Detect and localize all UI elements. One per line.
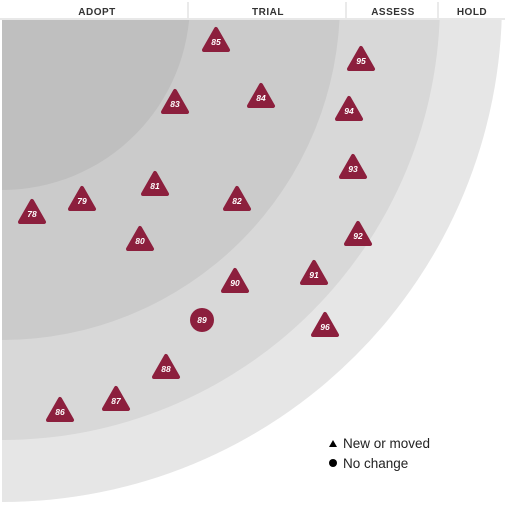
triangle-legend-icon: [329, 440, 337, 447]
blip-83[interactable]: 83: [161, 89, 189, 114]
blip-number: 79: [77, 196, 87, 206]
blip-85[interactable]: 85: [202, 27, 230, 52]
blip-91[interactable]: 91: [300, 260, 328, 285]
ring-adopt: [2, 2, 190, 190]
blip-number: 94: [344, 106, 354, 116]
triangle-blip-icon: [221, 268, 249, 293]
blip-90[interactable]: 90: [221, 268, 249, 293]
triangle-blip-icon: [46, 397, 74, 422]
blip-95[interactable]: 95: [347, 46, 375, 71]
blip-86[interactable]: 86: [46, 397, 74, 422]
ring-label-assess: ASSESS: [371, 7, 415, 18]
triangle-blip-icon: [223, 186, 251, 211]
blip-number: 81: [150, 181, 160, 191]
blip-number: 84: [256, 93, 266, 103]
blip-number: 93: [348, 164, 358, 174]
circle-blip-icon: [190, 308, 214, 332]
triangle-blip-icon: [102, 386, 130, 411]
blip-number: 91: [309, 270, 319, 280]
blip-number: 87: [111, 396, 122, 406]
triangle-blip-icon: [339, 154, 367, 179]
ring-label-hold: HOLD: [457, 7, 487, 18]
blip-81[interactable]: 81: [141, 171, 169, 196]
triangle-blip-icon: [344, 221, 372, 246]
blip-number: 88: [161, 364, 171, 374]
blip-82[interactable]: 82: [223, 186, 251, 211]
legend: New or moved No change: [329, 436, 430, 471]
blip-number: 95: [356, 56, 366, 66]
ring-label-band-border: [0, 18, 505, 20]
blip-79[interactable]: 79: [68, 186, 96, 211]
circle-legend-icon: [329, 459, 337, 467]
blip-number: 92: [353, 231, 363, 241]
ring-areas: [2, 2, 502, 502]
blip-93[interactable]: 93: [339, 154, 367, 179]
blip-94[interactable]: 94: [335, 96, 363, 121]
blip-number: 86: [55, 407, 65, 417]
triangle-blip-icon: [300, 260, 328, 285]
blip-92[interactable]: 92: [344, 221, 372, 246]
blip-number: 89: [197, 315, 207, 325]
triangle-blip-icon: [141, 171, 169, 196]
triangle-blip-icon: [247, 83, 275, 108]
triangle-blip-icon: [18, 199, 46, 224]
blip-80[interactable]: 80: [126, 226, 154, 251]
legend-no-change: No change: [343, 456, 408, 471]
blip-87[interactable]: 87: [102, 386, 130, 411]
blip-78[interactable]: 78: [18, 199, 46, 224]
triangle-blip-icon: [202, 27, 230, 52]
blip-84[interactable]: 84: [247, 83, 275, 108]
legend-new-or-moved: New or moved: [343, 436, 430, 451]
blip-number: 78: [27, 209, 37, 219]
triangle-blip-icon: [335, 96, 363, 121]
blip-89[interactable]: 89: [190, 308, 214, 332]
blips: 78 79 80 81 82 83 84 85 86 87 88 89 90 91 92 93 94 95 96: [18, 27, 375, 422]
ring-labels: ADOPT TRIAL ASSESS HOLD: [0, 0, 510, 20]
ring-label-band: [0, 0, 510, 20]
blip-number: 82: [232, 196, 242, 206]
blip-number: 90: [230, 278, 240, 288]
blip-88[interactable]: 88: [152, 354, 180, 379]
blip-number: 80: [135, 236, 145, 246]
blip-number: 85: [211, 37, 221, 47]
blip-number: 96: [320, 322, 330, 332]
triangle-blip-icon: [68, 186, 96, 211]
triangle-blip-icon: [347, 46, 375, 71]
blip-number: 83: [170, 99, 180, 109]
triangle-blip-icon: [152, 354, 180, 379]
triangle-blip-icon: [161, 89, 189, 114]
ring-label-trial: TRIAL: [252, 7, 284, 18]
ring-label-adopt: ADOPT: [78, 7, 116, 18]
blip-96[interactable]: 96: [311, 312, 339, 337]
triangle-blip-icon: [126, 226, 154, 251]
triangle-blip-icon: [311, 312, 339, 337]
